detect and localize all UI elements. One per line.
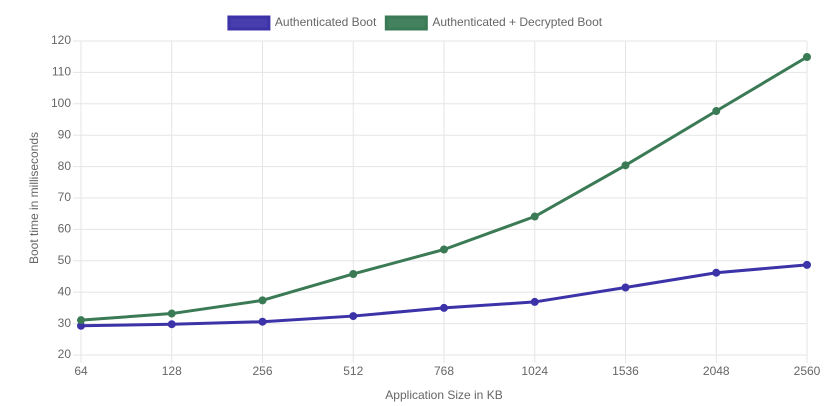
data-point: [712, 268, 721, 277]
y-axis-title: Boot time in milliseconds: [27, 132, 41, 264]
y-tick-label: 50: [58, 253, 72, 267]
data-point: [712, 107, 721, 116]
y-tick-label: 80: [58, 159, 72, 173]
x-tick-label: 2048: [703, 364, 730, 378]
x-tick-label: 1536: [612, 364, 639, 378]
legend-swatch: [384, 15, 428, 31]
data-point: [349, 312, 358, 321]
x-tick-label: 256: [252, 364, 272, 378]
y-tick-label: 120: [51, 33, 71, 47]
x-tick-label: 64: [74, 364, 88, 378]
x-tick-label: 128: [162, 364, 182, 378]
data-point: [803, 53, 811, 62]
data-point: [258, 317, 267, 326]
x-tick-label: 1024: [521, 364, 548, 378]
data-point: [621, 161, 630, 170]
data-point: [77, 316, 85, 325]
y-tick-label: 20: [58, 347, 72, 361]
data-point: [440, 303, 448, 312]
x-tick-label: 2560: [794, 364, 821, 378]
data-point: [621, 283, 630, 292]
y-tick-label: 60: [58, 222, 72, 236]
legend: Authenticated Boot Authenticated + Decryp…: [227, 15, 603, 31]
x-tick-label: 512: [343, 364, 363, 378]
y-tick-label: 110: [52, 65, 71, 79]
data-point: [167, 320, 176, 329]
x-tick-label: 768: [434, 364, 454, 378]
legend-label: Authenticated + Decrypted Boot: [432, 15, 602, 29]
data-point: [167, 309, 176, 318]
y-tick-label: 70: [58, 190, 72, 204]
data-point: [258, 296, 267, 305]
data-point: [803, 260, 811, 269]
y-tick-label: 100: [51, 96, 71, 110]
data-point: [349, 269, 358, 278]
y-tick-label: 90: [58, 127, 72, 141]
x-axis-title: Application Size in KB: [385, 388, 502, 402]
y-tick-label: 30: [58, 316, 72, 330]
y-tick-label: 40: [58, 284, 72, 298]
data-point: [530, 212, 539, 221]
data-point: [530, 297, 539, 306]
data-point: [440, 245, 448, 254]
legend-label: Authenticated Boot: [275, 15, 377, 29]
legend-swatch: [227, 15, 271, 31]
